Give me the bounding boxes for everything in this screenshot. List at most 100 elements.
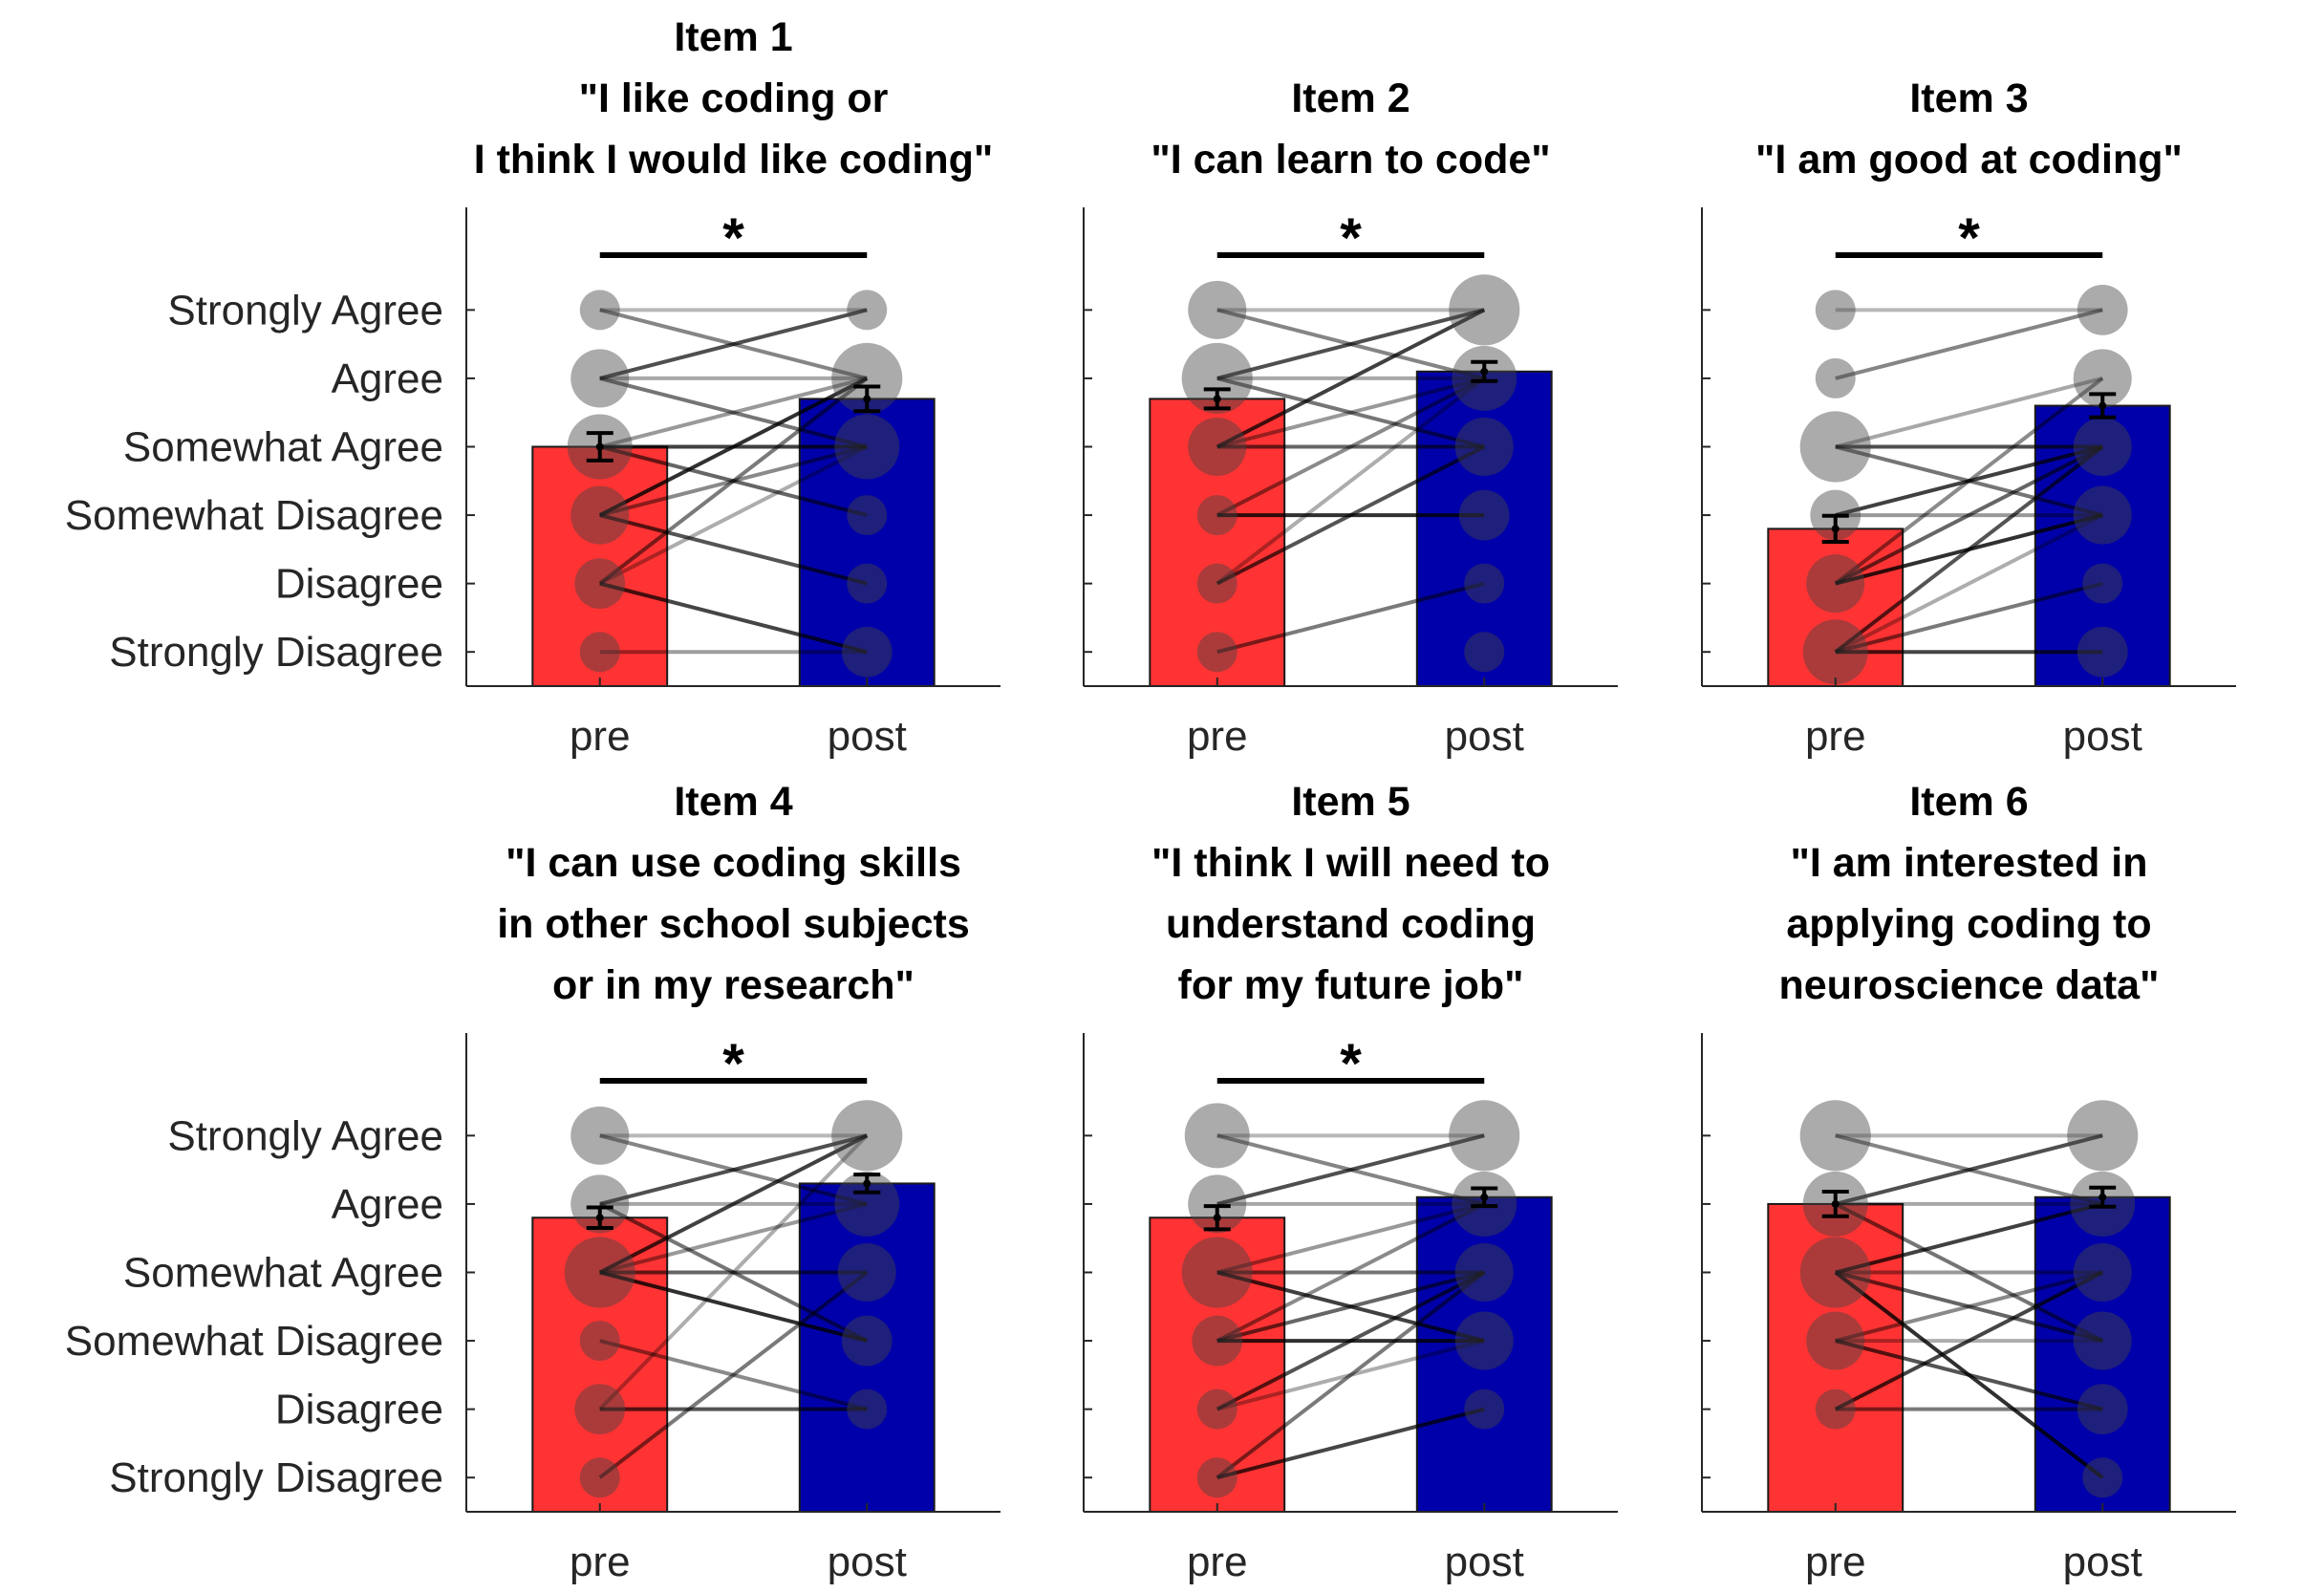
response-dot-pre bbox=[1184, 1103, 1250, 1169]
response-dot-post bbox=[1449, 274, 1520, 346]
response-dot-pre bbox=[1815, 357, 1856, 398]
panel-title-line: understand coding bbox=[1166, 901, 1536, 947]
panel-title: Item 6 bbox=[1909, 779, 2028, 825]
response-dot-post bbox=[2077, 284, 2128, 335]
y-tick-label: Agree bbox=[332, 355, 443, 402]
response-dot-post bbox=[2077, 626, 2128, 678]
response-dot-post bbox=[841, 1315, 893, 1367]
response-dot-pre bbox=[1188, 417, 1247, 477]
response-dot-pre bbox=[570, 349, 630, 408]
response-dot-post bbox=[847, 563, 888, 604]
y-tick-label: Somewhat Agree bbox=[123, 1250, 443, 1297]
error-bar-post bbox=[1471, 359, 1498, 383]
response-line bbox=[599, 1201, 868, 1275]
response-line bbox=[1216, 1270, 1486, 1479]
panel-title-line: "I like coding or bbox=[579, 75, 889, 121]
y-tick-label: Strongly Disagree bbox=[109, 629, 443, 676]
response-dot-post bbox=[2073, 1311, 2132, 1370]
response-dot-pre bbox=[579, 290, 620, 331]
x-tick-label: pre bbox=[1187, 713, 1248, 760]
response-dot-post bbox=[847, 1388, 888, 1430]
panel-title: Item 1 bbox=[674, 14, 792, 60]
error-bar-pre bbox=[1821, 1190, 1849, 1218]
x-tick-label: post bbox=[1445, 1539, 1524, 1585]
response-line bbox=[1216, 1133, 1485, 1206]
response-dot-pre bbox=[1192, 1315, 1243, 1367]
response-dot-post bbox=[1449, 1100, 1520, 1172]
panel-title: Item 2 bbox=[1291, 75, 1409, 121]
panel-title: Item 3 bbox=[1909, 75, 2028, 121]
y-tick-label: Strongly Disagree bbox=[109, 1454, 443, 1501]
panel-title-line: applying coding to bbox=[1786, 901, 2151, 947]
x-tick-label: pre bbox=[1187, 1539, 1248, 1585]
x-tick-label: post bbox=[828, 713, 907, 760]
response-line bbox=[1216, 377, 1486, 517]
response-line bbox=[1834, 1202, 2104, 1343]
error-bar-post bbox=[1471, 1186, 1498, 1209]
y-tick-label: Agree bbox=[332, 1181, 443, 1228]
response-dot-post bbox=[837, 1242, 896, 1302]
response-dot-pre bbox=[1799, 1100, 1871, 1172]
response-dot-pre bbox=[1815, 1388, 1856, 1430]
panel-title-line: for my future job" bbox=[1178, 962, 1524, 1008]
response-dot-pre bbox=[1181, 1237, 1253, 1308]
response-line bbox=[1834, 444, 2104, 586]
response-dot-pre bbox=[1196, 1388, 1237, 1430]
response-dot-post bbox=[1464, 632, 1505, 673]
response-line bbox=[1216, 1202, 1486, 1343]
panel-title-line: neuroscience data" bbox=[1779, 962, 2160, 1008]
response-line bbox=[1216, 308, 1486, 449]
response-dot-pre bbox=[1806, 554, 1865, 614]
response-line bbox=[1216, 376, 1485, 449]
response-dot-post bbox=[2073, 1242, 2132, 1302]
response-dot-post bbox=[2073, 417, 2132, 477]
response-dot-pre bbox=[1799, 1237, 1871, 1308]
response-dot-post bbox=[847, 495, 888, 536]
significance-star: * bbox=[1340, 207, 1362, 269]
x-tick-label: post bbox=[1445, 713, 1524, 760]
response-dot-pre bbox=[570, 485, 630, 545]
response-line bbox=[1216, 444, 1486, 586]
response-line bbox=[598, 377, 869, 586]
panel-item-5: Item 5 "I think I will need to understand … bbox=[1083, 779, 1618, 1585]
response-line bbox=[599, 1133, 868, 1206]
response-dot-pre bbox=[1188, 280, 1247, 339]
panel-title: Item 5 bbox=[1291, 779, 1409, 825]
response-line bbox=[1835, 1270, 2103, 1344]
error-bar-pre bbox=[586, 1205, 613, 1230]
response-dot-pre bbox=[574, 1384, 626, 1435]
y-tick-label: Disagree bbox=[275, 1387, 443, 1433]
panel-item-6: Item 6 "I am interested in applying coding… bbox=[1701, 779, 2236, 1585]
response-line bbox=[599, 513, 868, 586]
error-bar-pre bbox=[1821, 513, 1849, 544]
response-dot-post bbox=[1454, 1311, 1514, 1370]
response-line bbox=[1216, 1201, 1485, 1275]
response-dot-pre bbox=[574, 558, 626, 610]
response-dot-post bbox=[2077, 1384, 2128, 1435]
error-bar-pre bbox=[1203, 1204, 1231, 1232]
panel-title-line: "I can use coding skills bbox=[506, 840, 961, 886]
response-line bbox=[599, 376, 868, 449]
x-tick-label: post bbox=[2063, 713, 2142, 760]
response-dot-post bbox=[2082, 1457, 2123, 1498]
response-dot-pre bbox=[1196, 495, 1237, 536]
significance-star: * bbox=[1958, 207, 1980, 269]
panel-title-line: "I am interested in bbox=[1790, 840, 2147, 886]
response-dot-pre bbox=[1799, 411, 1871, 483]
response-dot-pre bbox=[1196, 632, 1237, 673]
response-line bbox=[598, 1133, 869, 1275]
bar-post bbox=[2034, 404, 2171, 687]
response-line bbox=[1834, 444, 2104, 654]
panel-item-2: Item 2 "I can learn to code" * pre post bbox=[1083, 75, 1618, 760]
response-line bbox=[1216, 308, 1485, 380]
response-line bbox=[598, 444, 869, 586]
response-dot-pre bbox=[570, 1106, 630, 1165]
panel-title-line: "I am good at coding" bbox=[1755, 137, 2183, 183]
response-dot-pre bbox=[1196, 563, 1237, 604]
bar-post bbox=[1415, 370, 1553, 687]
response-line bbox=[598, 1133, 869, 1411]
response-line bbox=[598, 377, 869, 517]
response-dot-post bbox=[1458, 489, 1510, 541]
panel-title-line: I think I would like coding" bbox=[474, 137, 994, 183]
